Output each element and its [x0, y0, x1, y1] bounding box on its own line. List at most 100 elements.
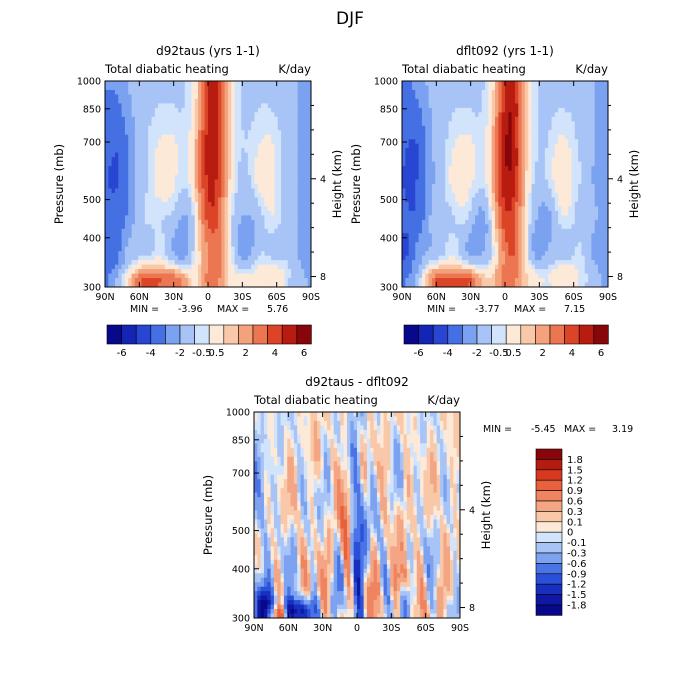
field-cell — [521, 152, 526, 158]
field-cell — [178, 175, 183, 181]
field-cell — [405, 130, 410, 136]
field-cell — [514, 175, 519, 181]
field-cell — [131, 197, 136, 203]
field-cell — [524, 143, 529, 149]
field-cell — [518, 130, 523, 136]
field-cell — [488, 219, 493, 225]
field-cell — [425, 282, 430, 287]
heatmap-field — [402, 81, 608, 287]
field-cell — [291, 260, 295, 266]
field-cell — [158, 184, 163, 190]
field-cell — [445, 255, 450, 261]
field-cell — [408, 269, 413, 275]
field-cell — [445, 157, 450, 163]
field-cell — [448, 125, 453, 131]
field-cell — [438, 251, 443, 257]
field-cell — [475, 251, 480, 257]
field-cell — [402, 269, 406, 275]
field-cell — [478, 184, 483, 190]
field-cell — [244, 161, 249, 167]
field-cell — [247, 125, 252, 131]
field-cell — [465, 188, 470, 194]
field-cell — [148, 175, 153, 181]
field-cell — [111, 201, 116, 207]
field-cell — [241, 116, 246, 122]
field-cell — [211, 94, 216, 100]
field-cell — [281, 98, 286, 104]
field-cell — [271, 197, 276, 203]
field-cell — [221, 148, 226, 154]
field-cell — [241, 94, 246, 100]
field-cell — [541, 237, 546, 243]
field-cell — [528, 157, 533, 163]
field-cell — [455, 161, 460, 167]
field-cell — [481, 94, 486, 100]
field-cell — [284, 192, 289, 199]
field-cell — [501, 139, 506, 145]
field-cell — [465, 242, 470, 248]
field-cell — [198, 116, 202, 122]
field-cell — [105, 260, 109, 266]
field-cell — [151, 264, 156, 270]
field-cell — [465, 161, 470, 167]
field-cell — [514, 224, 519, 230]
field-cell — [304, 224, 309, 230]
field-cell — [257, 242, 262, 248]
field-cell — [191, 269, 196, 275]
field-cell — [251, 251, 256, 257]
field-cell — [448, 242, 453, 248]
field-cell — [261, 219, 266, 225]
field-cell — [451, 228, 456, 234]
field-cell — [171, 188, 176, 194]
field-cell — [211, 81, 216, 87]
field-cell — [471, 278, 476, 284]
field-cell — [495, 148, 499, 154]
field-cell — [191, 89, 196, 96]
field-cell — [495, 107, 499, 113]
field-cell — [465, 184, 470, 190]
field-cell — [438, 273, 443, 279]
field-cell — [528, 81, 533, 87]
field-cell — [498, 94, 503, 100]
field-cell — [475, 219, 480, 225]
field-cell — [408, 116, 413, 122]
field-cell — [154, 112, 159, 118]
field-cell — [188, 201, 192, 207]
field-cell — [181, 269, 186, 275]
field-cell — [154, 278, 159, 284]
field-cell — [408, 228, 413, 234]
field-cell — [111, 175, 116, 181]
field-cell — [501, 206, 506, 212]
field-cell — [441, 107, 446, 113]
field-cell — [124, 278, 129, 284]
field-cell — [297, 228, 302, 234]
field-cell — [435, 179, 440, 185]
field-cell — [164, 246, 169, 252]
field-cell — [124, 116, 129, 122]
colorbar-label: -4 — [146, 348, 156, 359]
field-cell — [495, 81, 499, 87]
field-cell — [108, 89, 113, 96]
field-cell — [425, 260, 430, 266]
field-cell — [405, 107, 410, 113]
field-cell — [231, 161, 236, 167]
field-cell — [451, 201, 456, 207]
field-cell — [505, 264, 509, 270]
field-cell — [108, 192, 113, 199]
field-cell — [261, 184, 266, 190]
field-cell — [257, 152, 262, 158]
field-cell — [134, 184, 139, 190]
field-cell — [418, 148, 423, 154]
field-cell — [471, 166, 476, 172]
field-cell — [451, 224, 456, 230]
field-cell — [294, 233, 299, 239]
field-cell — [281, 89, 286, 96]
field-cell — [271, 89, 276, 96]
field-cell — [108, 125, 113, 131]
field-cell — [237, 192, 242, 199]
field-cell — [528, 260, 533, 266]
field-cell — [498, 157, 503, 163]
field-cell — [498, 85, 503, 91]
field-cell — [204, 219, 209, 225]
field-cell — [491, 143, 496, 149]
